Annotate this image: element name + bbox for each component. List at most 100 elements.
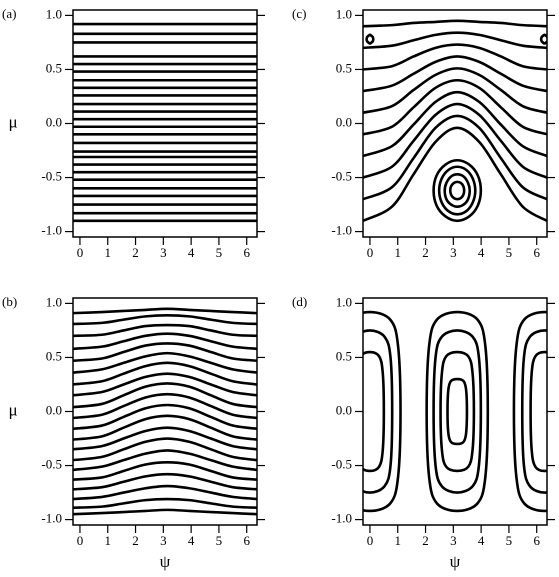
y-tick-label: 1.0 xyxy=(46,294,62,309)
panel-label: (a) xyxy=(2,6,16,21)
x-tick-label: 2 xyxy=(132,533,139,548)
trajectory xyxy=(363,55,547,93)
trajectory xyxy=(439,350,476,473)
trajectory xyxy=(73,497,257,509)
panel-label: (b) xyxy=(2,294,17,309)
trajectory xyxy=(363,329,394,494)
x-tick-label: 1 xyxy=(104,533,111,548)
plot-area xyxy=(73,307,257,516)
trajectory xyxy=(363,43,547,71)
y-tick-label: -0.5 xyxy=(331,457,352,472)
trajectory xyxy=(73,307,257,315)
y-tick-label: 0.0 xyxy=(46,402,62,417)
x-axis-label: ψ xyxy=(450,552,461,571)
trajectory xyxy=(432,329,483,494)
trajectory xyxy=(446,377,469,446)
trajectory xyxy=(73,403,257,431)
x-tick-label: 6 xyxy=(533,245,540,260)
x-tick-label: 4 xyxy=(188,533,195,548)
trajectory xyxy=(73,472,257,491)
y-tick-label: 0.5 xyxy=(46,348,62,363)
x-tick-label: 0 xyxy=(77,533,84,548)
trajectory xyxy=(448,180,466,201)
x-tick-label: 4 xyxy=(188,245,195,260)
panel: -1.0 -0.5 0.0 0.5 1.0 0 1 2 3 4 5 6 (b) ψ μ xyxy=(2,294,265,571)
frame xyxy=(72,9,258,238)
trajectory xyxy=(73,414,257,441)
trajectory xyxy=(512,310,547,513)
trajectory xyxy=(73,461,257,481)
trajectory xyxy=(437,165,477,216)
y-tick-label: -0.5 xyxy=(41,457,62,472)
x-tick-label: 2 xyxy=(132,245,139,260)
x-tick-label: 6 xyxy=(243,245,250,260)
y-tick-label: 1.0 xyxy=(46,6,62,21)
trajectory xyxy=(73,426,257,451)
trajectory xyxy=(529,350,547,473)
trajectory xyxy=(73,449,257,472)
plot-area xyxy=(363,310,547,513)
x-tick-label: 0 xyxy=(367,245,374,260)
y-tick-label: 0.5 xyxy=(336,60,352,75)
x-tick-label: 6 xyxy=(243,533,250,548)
x-tick-label: 2 xyxy=(422,245,429,260)
panel-label: (d) xyxy=(292,294,307,309)
x-axis-label: ψ xyxy=(160,552,171,571)
trajectory xyxy=(73,332,257,351)
x-tick-label: 3 xyxy=(160,533,167,548)
trajectory xyxy=(363,19,547,28)
y-tick-label: -1.0 xyxy=(331,223,352,238)
x-tick-label: 1 xyxy=(104,245,111,260)
y-tick-label: 0.0 xyxy=(336,402,352,417)
y-axis-label: μ xyxy=(8,400,17,419)
trajectory xyxy=(363,102,547,179)
trajectory xyxy=(443,173,472,209)
panel: -1.0 -0.5 0.0 0.5 1.0 0 1 2 3 4 5 6 (a) μ xyxy=(2,6,265,260)
x-tick-label: 3 xyxy=(450,533,457,548)
trajectory xyxy=(363,310,402,513)
y-tick-label: 0.0 xyxy=(46,114,62,129)
y-tick-label: -0.5 xyxy=(331,169,352,184)
trajectory xyxy=(365,33,375,45)
x-tick-label: 1 xyxy=(394,245,401,260)
y-tick-label: 1.0 xyxy=(336,294,352,309)
x-tick-label: 0 xyxy=(77,245,84,260)
panel: -1.0 -0.5 0.0 0.5 1.0 0 1 2 3 4 5 6 (d) ψ xyxy=(292,294,555,571)
y-tick-label: -1.0 xyxy=(41,223,62,238)
y-tick-label: 0.0 xyxy=(336,114,352,129)
trajectory xyxy=(432,158,483,223)
trajectory xyxy=(425,310,490,513)
x-tick-label: 6 xyxy=(533,533,540,548)
trajectory xyxy=(363,67,547,114)
y-tick-label: 0.5 xyxy=(46,60,62,75)
trajectory xyxy=(73,372,257,397)
trajectory xyxy=(73,342,257,362)
trajectory xyxy=(363,350,386,473)
trajectory xyxy=(539,33,547,45)
trajectory xyxy=(363,31,547,50)
x-tick-label: 0 xyxy=(367,533,374,548)
x-tick-label: 3 xyxy=(450,245,457,260)
trajectory xyxy=(363,90,547,158)
x-tick-label: 5 xyxy=(506,245,513,260)
frame xyxy=(72,297,258,526)
x-tick-label: 3 xyxy=(160,245,167,260)
y-tick-label: -1.0 xyxy=(41,511,62,526)
x-tick-label: 5 xyxy=(216,533,223,548)
trajectory xyxy=(363,114,547,201)
y-tick-label: 0.5 xyxy=(336,348,352,363)
panel-label: (c) xyxy=(292,6,306,21)
trajectory xyxy=(73,314,257,326)
trajectory xyxy=(73,437,257,462)
x-tick-label: 4 xyxy=(478,533,485,548)
trajectory xyxy=(73,351,257,374)
panel: -1.0 -0.5 0.0 0.5 1.0 0 1 2 3 4 5 6 (c) xyxy=(292,6,555,260)
trajectory xyxy=(363,126,547,222)
x-tick-label: 5 xyxy=(216,245,223,260)
x-tick-label: 4 xyxy=(478,245,485,260)
trajectory xyxy=(73,484,257,501)
plot-area xyxy=(363,19,547,223)
trajectory xyxy=(520,329,547,494)
x-tick-label: 1 xyxy=(394,533,401,548)
